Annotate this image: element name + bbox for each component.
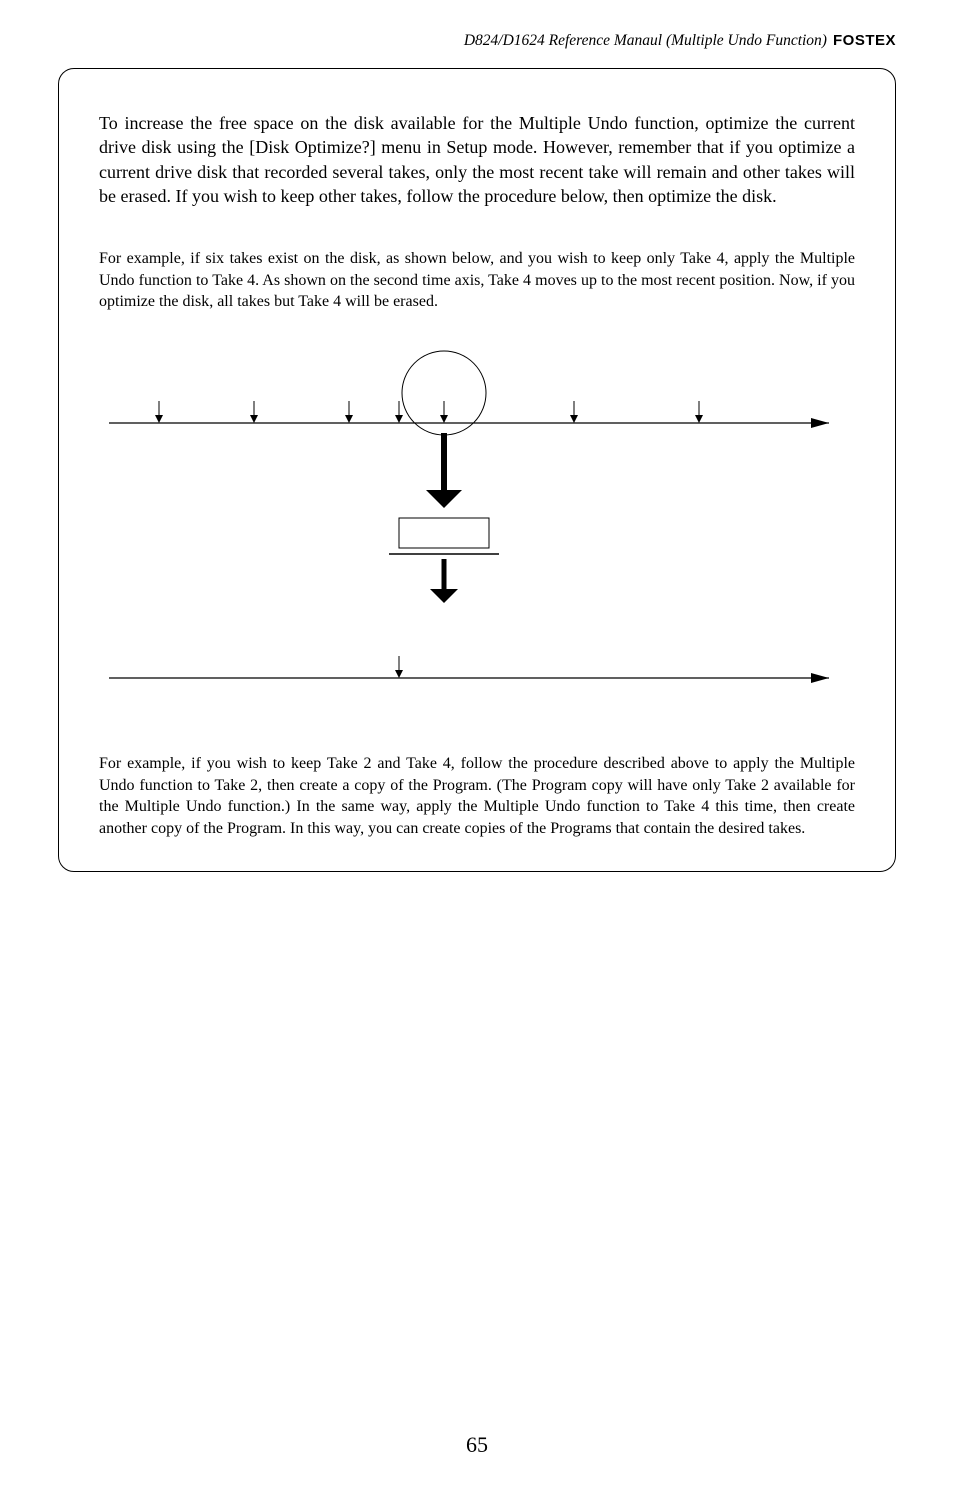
content-frame: To increase the free space on the disk a…	[58, 68, 896, 872]
header-title: D824/D1624 Reference Manaul (Multiple Un…	[464, 32, 827, 50]
takes-diagram	[99, 333, 855, 753]
page-number: 65	[58, 1432, 896, 1458]
intro-paragraph: To increase the free space on the disk a…	[99, 111, 855, 208]
example1-paragraph: For example, if six takes exist on the d…	[99, 248, 855, 313]
page-header: D824/D1624 Reference Manaul (Multiple Un…	[58, 32, 896, 50]
brand-logo: FOSTEX	[833, 32, 896, 49]
example2-paragraph: For example, if you wish to keep Take 2 …	[99, 753, 855, 839]
